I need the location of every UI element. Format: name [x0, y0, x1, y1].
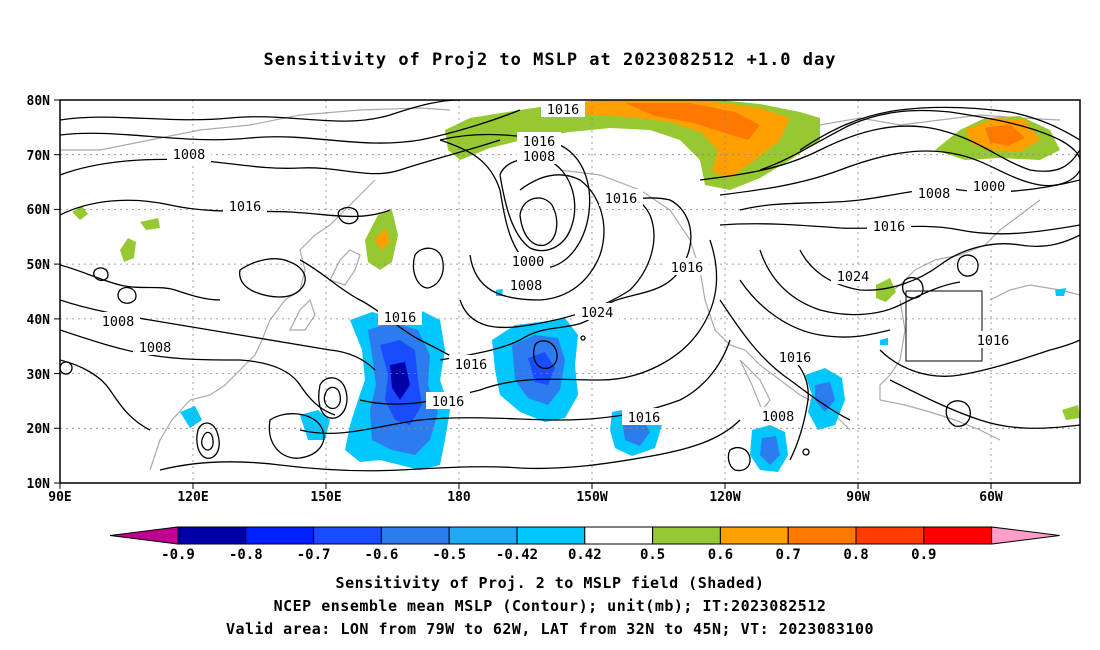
lon-label: 90E	[48, 490, 71, 505]
contour-label: 1016	[455, 357, 488, 373]
contour-label: 1016	[977, 333, 1010, 349]
negative-region-west-pacific	[300, 410, 330, 440]
contour-label: 1016	[779, 350, 812, 366]
colorbar-tick-label: 0.8	[843, 547, 868, 563]
contour-label: 1016	[547, 102, 580, 118]
positive-region-blob-3	[72, 206, 88, 220]
positive-region-blob-2	[120, 238, 136, 262]
contour-label: 1008	[102, 314, 135, 330]
colorbar-tick-label: 0.7	[776, 547, 801, 563]
lat-label: 40N	[27, 313, 51, 328]
positive-region-blob-4	[876, 278, 896, 302]
plot-frame	[59, 99, 1081, 484]
colorbar-swatch	[719, 526, 789, 545]
positive-region-blob-5	[1062, 405, 1080, 420]
colorbar-swatch	[584, 526, 654, 545]
lat-label: 70N	[27, 149, 51, 164]
contour-label: 1016	[432, 394, 465, 410]
contour-label: 1016	[628, 410, 661, 426]
colorbar-tick-label: -0.6	[365, 547, 399, 563]
colorbar-tick-label: -0.8	[229, 547, 263, 563]
lon-label: 60W	[979, 490, 1003, 505]
valid-area-box	[905, 290, 983, 362]
lon-label: 150E	[310, 490, 341, 505]
colorbar-tick-label: 0.6	[708, 547, 733, 563]
colorbar-end-low	[109, 526, 179, 545]
caption-shading: Sensitivity of Proj. 2 to MSLP field (Sh…	[335, 574, 765, 592]
colorbar-swatch	[516, 526, 586, 545]
lat-label: 30N	[27, 368, 51, 383]
colorbar-swatch	[245, 526, 315, 545]
colorbar-swatch	[448, 526, 518, 545]
contour-label: 1008	[173, 147, 206, 163]
colorbar-swatch	[380, 526, 450, 545]
negative-region-gulf-core	[815, 382, 835, 412]
plot-area: 1016 1016 1008 1008 1016 1016 1000 1008 …	[60, 100, 1080, 483]
contour-label: 1008	[510, 278, 543, 294]
lon-label: 120W	[709, 490, 740, 505]
contour-label: 1016	[523, 134, 556, 150]
colorbar-tick-label: 0.42	[568, 547, 602, 563]
contour-label: 1008	[139, 340, 172, 356]
positive-region-blob-6	[140, 218, 160, 230]
colorbar-swatch	[787, 526, 857, 545]
negative-region-speck-1	[1055, 288, 1066, 296]
positive-region-arctic-east-deep	[985, 124, 1025, 146]
contour-label: 1008	[523, 149, 556, 165]
contour-label: 1016	[229, 199, 262, 215]
negative-region-west-pacific-2	[180, 406, 202, 428]
colorbar-swatch	[313, 526, 382, 545]
contour-label: 1008	[762, 409, 795, 425]
lat-label: 80N	[27, 94, 51, 109]
lon-labels: 90E 120E 150E 180 150W 120W 90W 60W	[48, 490, 1003, 505]
colorbar-tick-label: 0.5	[640, 547, 665, 563]
map-title: Sensitivity of Proj2 to MSLP at 20230825…	[263, 50, 837, 70]
contour-label: 1000	[973, 179, 1006, 195]
contour-label: 1016	[384, 310, 417, 326]
contour-label: 1000	[512, 254, 545, 270]
colorbar-end-high	[991, 526, 1060, 545]
lat-label: 10N	[27, 477, 51, 492]
caption-contour: NCEP ensemble mean MSLP (Contour); unit(…	[273, 597, 827, 615]
sensitivity-shading	[72, 100, 1080, 472]
colorbar-swatch	[923, 526, 993, 545]
lon-label: 150W	[576, 490, 607, 505]
negative-region-mexico-core	[760, 436, 780, 465]
lat-labels: 80N 70N 60N 50N 40N 30N 20N 10N	[27, 94, 51, 492]
lon-label: 180	[447, 490, 471, 505]
axis-ticks	[54, 99, 992, 489]
positive-region-arctic-deep	[625, 103, 760, 140]
negative-region-speck-3	[880, 338, 888, 345]
colorbar-swatch	[652, 526, 721, 545]
contour-label: 1016	[873, 219, 906, 235]
contour-label: 1024	[837, 269, 870, 285]
negative-region-central-pacific-1d	[390, 362, 410, 400]
contour-label: 1016	[605, 191, 638, 207]
mslp-contours	[60, 100, 1080, 472]
colorbar-tick-label: 0.9	[911, 547, 936, 563]
lon-label: 120E	[177, 490, 208, 505]
coastlines	[60, 107, 1080, 471]
lat-label: 50N	[27, 258, 51, 273]
colorbar-swatch	[177, 526, 247, 545]
lon-label: 90W	[846, 490, 870, 505]
positive-region-blob-1-core	[374, 228, 390, 250]
colorbar: -0.9 -0.8 -0.7 -0.6 -0.5 -0.42 0.42 0.5 0.6 0.7 0.…	[109, 526, 1060, 563]
colorbar-tick-label: -0.5	[432, 547, 466, 563]
lat-label: 60N	[27, 203, 51, 218]
contour-label: 1016	[671, 260, 704, 276]
colorbar-swatch	[855, 526, 925, 545]
colorbar-tick-label: -0.7	[297, 547, 331, 563]
caption-valid-area: Valid area: LON from 79W to 62W, LAT fro…	[225, 620, 875, 638]
colorbar-tick-label: -0.42	[496, 547, 538, 563]
contour-label-group: 1016 1016 1008 1008 1016 1016 1000 1008 …	[96, 100, 1015, 426]
lat-label: 20N	[27, 422, 51, 437]
contour-label: 1024	[581, 305, 614, 321]
contour-label: 1008	[918, 186, 951, 202]
colorbar-tick-label: -0.9	[161, 547, 195, 563]
